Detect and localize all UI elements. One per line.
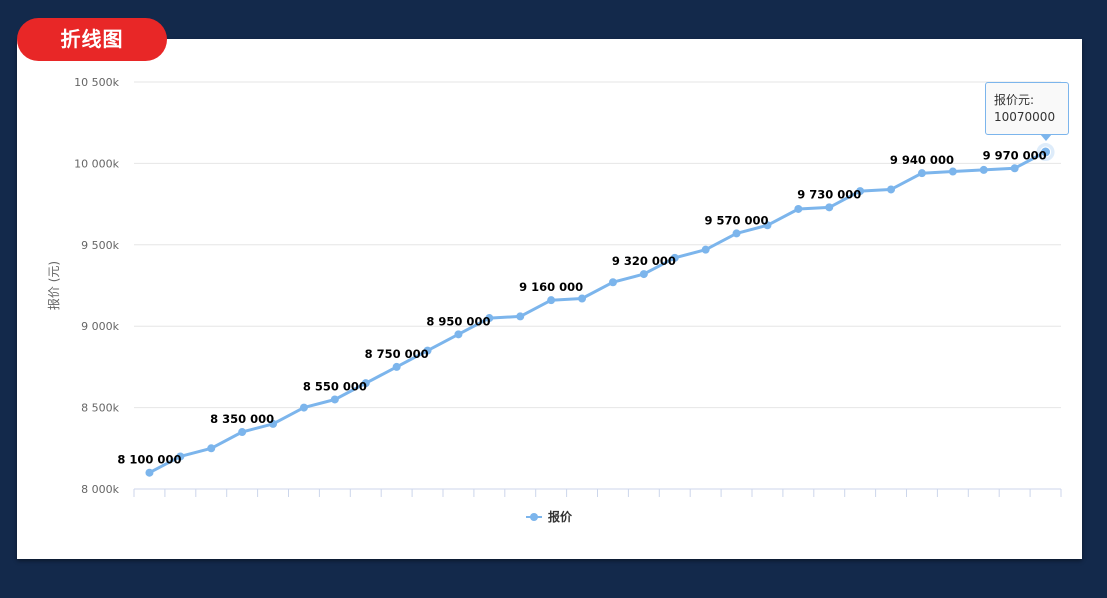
data-point[interactable] <box>361 379 370 388</box>
data-label: 9 320 000 <box>612 254 676 268</box>
data-point[interactable] <box>238 428 247 437</box>
grid-lines <box>134 81 1061 409</box>
data-point[interactable] <box>1040 146 1052 158</box>
data-label: 9 160 000 <box>519 280 583 294</box>
chart-title-badge: 折线图 <box>17 18 167 61</box>
data-point[interactable] <box>547 296 556 305</box>
data-point[interactable] <box>887 185 896 194</box>
data-label: 9 970 000 <box>983 148 1047 162</box>
data-point[interactable] <box>578 294 587 303</box>
tooltip-label: 报价元: <box>994 93 1035 107</box>
y-tick-label: 10 000k <box>74 157 119 170</box>
y-axis-label: 报价 (元) <box>46 261 61 310</box>
data-point[interactable] <box>485 314 494 323</box>
data-label: 8 550 000 <box>303 379 367 393</box>
data-point[interactable] <box>639 270 648 279</box>
data-label: 8 350 000 <box>210 412 274 426</box>
data-point[interactable] <box>979 165 988 174</box>
data-point[interactable] <box>1010 164 1019 173</box>
data-label: 8 750 000 <box>365 347 429 361</box>
data-label: 8 100 000 <box>117 453 181 467</box>
data-point[interactable] <box>917 169 926 178</box>
data-label: 9 730 000 <box>797 187 861 201</box>
x-axis <box>133 488 1062 497</box>
legend-marker <box>530 513 538 521</box>
data-point[interactable] <box>176 452 185 461</box>
data-point[interactable] <box>454 330 463 339</box>
data-label: 9 940 000 <box>890 153 954 167</box>
data-point[interactable] <box>299 403 308 412</box>
data-point[interactable] <box>856 187 865 196</box>
data-labels: 8 100 000 8 350 000 8 550 000 8 750 000 8 95… <box>117 148 1046 466</box>
tooltip-value: 10070000 <box>994 110 1056 124</box>
data-point[interactable] <box>269 419 278 428</box>
tooltip-pointer <box>1040 134 1052 141</box>
data-point[interactable] <box>732 229 741 238</box>
legend-label[interactable]: 报价 <box>548 509 573 524</box>
tooltip: 报价元: 10070000 <box>985 82 1069 135</box>
y-axis-ticks: 8 000k 8 500k 9 000k 9 500k 10 000k 10 500k <box>74 76 119 496</box>
data-point[interactable] <box>670 253 679 262</box>
data-point[interactable] <box>825 203 834 212</box>
y-tick-label: 8 000k <box>81 483 119 496</box>
data-point[interactable] <box>145 468 154 477</box>
data-label: 8 950 000 <box>426 314 490 328</box>
data-point[interactable] <box>948 167 957 176</box>
data-point[interactable] <box>701 245 710 254</box>
series-report-price[interactable] <box>145 143 1055 477</box>
y-tick-label: 9 000k <box>81 320 119 333</box>
data-point[interactable] <box>516 312 525 321</box>
series-line <box>148 150 1047 475</box>
data-point[interactable] <box>207 444 216 453</box>
data-point[interactable] <box>794 204 803 213</box>
data-point[interactable] <box>763 221 772 230</box>
data-point[interactable] <box>423 346 432 355</box>
data-label: 9 570 000 <box>705 213 769 227</box>
data-point[interactable] <box>608 278 617 287</box>
data-point[interactable] <box>330 395 339 404</box>
legend[interactable]: 报价 <box>526 509 573 524</box>
data-point[interactable] <box>392 362 401 371</box>
y-tick-label: 8 500k <box>81 402 119 415</box>
y-tick-label: 10 500k <box>74 76 119 89</box>
y-tick-label: 9 500k <box>81 239 119 252</box>
